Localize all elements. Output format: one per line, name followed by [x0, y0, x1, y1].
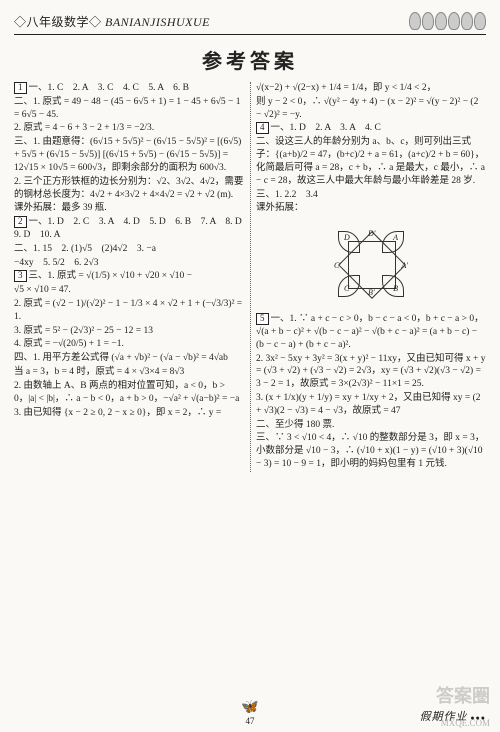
answer-text: 2. 由数轴上 A、B 两点的相对位置可知，a < 0，b > 0，|a| < … [14, 381, 239, 404]
section-number-box: 3 [14, 270, 27, 282]
answer-text: 二、至少得 180 票. [256, 420, 334, 430]
answer-text: 一、1. D 2. A 3. A 4. C [271, 123, 381, 133]
answer-line: 则 y − 2 < 0，∴ √(y² − 4y + 4) − (x − 2)² … [256, 96, 486, 122]
answer-text: 2. 3x² − 5xy + 3y² = 3(x + y)² − 11xy，又由… [256, 354, 486, 390]
section-number-box: 1 [14, 82, 27, 94]
answer-text: 三、1. 由题意得：(6√15 + 5√5)² − (6√15 − 5√5)² … [14, 137, 241, 173]
answer-line: 2. 3x² − 5xy + 3y² = 3(x + y)² − 11xy，又由… [256, 353, 486, 391]
answer-line: 课外拓展：最多 39 瓶. [14, 202, 244, 215]
header-title: ◇八年级数学◇ BANIANJISHUXUE [14, 13, 210, 30]
answer-line: 4一、1. D 2. A 3. A 4. C [256, 122, 486, 135]
answer-line: 3. 由已知得 {x − 2 ≥ 0, 2 − x ≥ 0}，即 x = 2，∴… [14, 407, 244, 420]
answer-line: 2一、1. D 2. C 3. A 4. D 5. D 6. B 7. A 8.… [14, 216, 244, 242]
answer-text: 三、∵ 3 < √10 < 4，∴ √10 的整数部分是 3，即 x = 3，小… [256, 433, 484, 469]
right-column: √(x−2) + √(2−x) + 1/4 = 1/4，即 y < 1/4 < … [250, 82, 486, 472]
section-number-box: 5 [256, 313, 269, 325]
answer-line: −4xy 5. 5/2 6. 2√3 [14, 257, 244, 270]
grade-label: ◇八年级数学◇ [14, 15, 102, 29]
answer-text: 三、1. 2.2 3.4 [256, 190, 318, 200]
answer-line: 3三、1. 原式 = √(1/5) × √10 + √20 × √10 − [14, 270, 244, 283]
answer-line: DABCD'A'B'C' [256, 219, 486, 309]
answer-text: 2. 原式 = (√2 − 1)/(√2)² − 1 − 1/3 × 4 × √… [14, 299, 242, 322]
section-number-box: 2 [14, 216, 27, 228]
page-header: ◇八年级数学◇ BANIANJISHUXUE [14, 10, 486, 35]
answer-line: 二、设这三人的年龄分别为 a、b、c，则可列出三式子：{(a+b)/2 = 47… [256, 136, 486, 187]
answer-text: √(x−2) + √(2−x) + 1/4 = 1/4，即 y < 1/4 < … [256, 83, 436, 93]
answer-line: 四、1. 用平方差公式得 (√a + √b)² − (√a − √b)² = 4… [14, 352, 244, 365]
answer-text: 一、1. C 2. A 3. C 4. C 5. A 6. B [29, 83, 189, 93]
left-column: 1一、1. C 2. A 3. C 4. C 5. A 6. B 二、1. 原式 … [14, 82, 250, 472]
answer-text: 课外拓展： [256, 203, 304, 213]
answer-line: 2. 三个正方形铁框的边长分别为：√2、3√2、4√2，需要的钢材总长度为：4√… [14, 176, 244, 202]
content-columns: 1一、1. C 2. A 3. C 4. C 5. A 6. B 二、1. 原式 … [14, 82, 486, 472]
answer-line: 3. (x + 1/x)(y + 1/y) = xy + 1/xy + 2，又由… [256, 392, 486, 418]
answer-line: 二、至少得 180 票. [256, 419, 486, 432]
answer-line: 2. 原式 = (√2 − 1)/(√2)² − 1 − 1/3 × 4 × √… [14, 298, 244, 324]
header-illustration [416, 10, 486, 32]
footer-right-text: 假期作业 [420, 708, 486, 724]
answer-text: 四、1. 用平方差公式得 (√a + √b)² − (√a − √b)² = 4… [14, 353, 228, 363]
answer-line: 2. 由数轴上 A、B 两点的相对位置可知，a < 0，b > 0，|a| < … [14, 380, 244, 406]
answer-text: 当 a = 3，b = 4 时，原式 = 4 × √3×4 = 8√3 [14, 367, 184, 377]
answer-text: 二、1. 原式 = 49 − 48 − (45 − 6√5 + 1) = 1 −… [14, 97, 240, 120]
answer-text: 4. 原式 = −√(20/5) + 1 = −1. [14, 339, 124, 349]
answer-line: 课外拓展： [256, 202, 486, 215]
answer-line: 4. 原式 = −√(20/5) + 1 = −1. [14, 338, 244, 351]
answer-line: 当 a = 3，b = 4 时，原式 = 4 × √3×4 = 8√3 [14, 366, 244, 379]
pinyin-label: BANIANJISHUXUE [105, 15, 210, 29]
answer-line: 2. 原式 = 4 − 6 + 3 − 2 + 1/3 = −2/3. [14, 122, 244, 135]
answer-text: 2. 三个正方形铁框的边长分别为：√2、3√2、4√2，需要的钢材总长度为：4√… [14, 177, 243, 200]
answer-line: √(x−2) + √(2−x) + 1/4 = 1/4，即 y < 1/4 < … [256, 82, 486, 95]
page-footer: 假期作业 [0, 708, 500, 724]
answer-text: 一、1. D 2. C 3. A 4. D 5. D 6. B 7. A 8. … [14, 217, 251, 240]
section-number-box: 4 [256, 122, 269, 134]
answer-line: 三、∵ 3 < √10 < 4，∴ √10 的整数部分是 3，即 x = 3，小… [256, 432, 486, 470]
answer-text: 课外拓展：最多 39 瓶. [14, 203, 107, 213]
answer-text: 3. 原式 = 5² − (2√3)² − 25 − 12 = 13 [14, 326, 153, 336]
answer-line: 三、1. 由题意得：(6√15 + 5√5)² − (6√15 − 5√5)² … [14, 136, 244, 174]
answer-text: 二、设这三人的年龄分别为 a、b、c，则可列出三式子：{(a+b)/2 = 47… [256, 137, 485, 185]
answer-text: 3. 由已知得 {x − 2 ≥ 0, 2 − x ≥ 0}，即 x = 2，∴… [14, 408, 221, 418]
answer-line: 三、1. 2.2 3.4 [256, 189, 486, 202]
answer-line: 3. 原式 = 5² − (2√3)² − 25 − 12 = 13 [14, 325, 244, 338]
answer-line: 二、1. 15 2. (1)√5 (2)4√2 3. −a [14, 243, 244, 256]
answer-text: √5 × √10 = 47. [14, 285, 71, 295]
answer-text: 3. (x + 1/x)(y + 1/y) = xy + 1/xy + 2，又由… [256, 393, 481, 416]
answer-text: 一、1. ∵ a + c − c > 0，b − c − a < 0，b + c… [256, 314, 484, 350]
watermark-main: 答案圈 [436, 682, 490, 708]
geometry-diagram: DABCD'A'B'C' [326, 219, 416, 309]
answer-line: 1一、1. C 2. A 3. C 4. C 5. A 6. B [14, 82, 244, 95]
answer-text: 三、1. 原式 = √(1/5) × √10 + √20 × √10 − [29, 271, 193, 281]
answer-line: 二、1. 原式 = 49 − 48 − (45 − 6√5 + 1) = 1 −… [14, 96, 244, 122]
answer-line: 5一、1. ∵ a + c − c > 0，b − c − a < 0，b + … [256, 313, 486, 351]
answer-text: 2. 原式 = 4 − 6 + 3 − 2 + 1/3 = −2/3. [14, 123, 154, 133]
answer-line: √5 × √10 = 47. [14, 284, 244, 297]
answer-text: 二、1. 15 2. (1)√5 (2)4√2 3. −a [14, 244, 156, 254]
answer-text: −4xy 5. 5/2 6. 2√3 [14, 258, 98, 268]
page-title: 参考答案 [14, 45, 486, 74]
answer-text: 则 y − 2 < 0，∴ √(y² − 4y + 4) − (x − 2)² … [256, 97, 478, 120]
